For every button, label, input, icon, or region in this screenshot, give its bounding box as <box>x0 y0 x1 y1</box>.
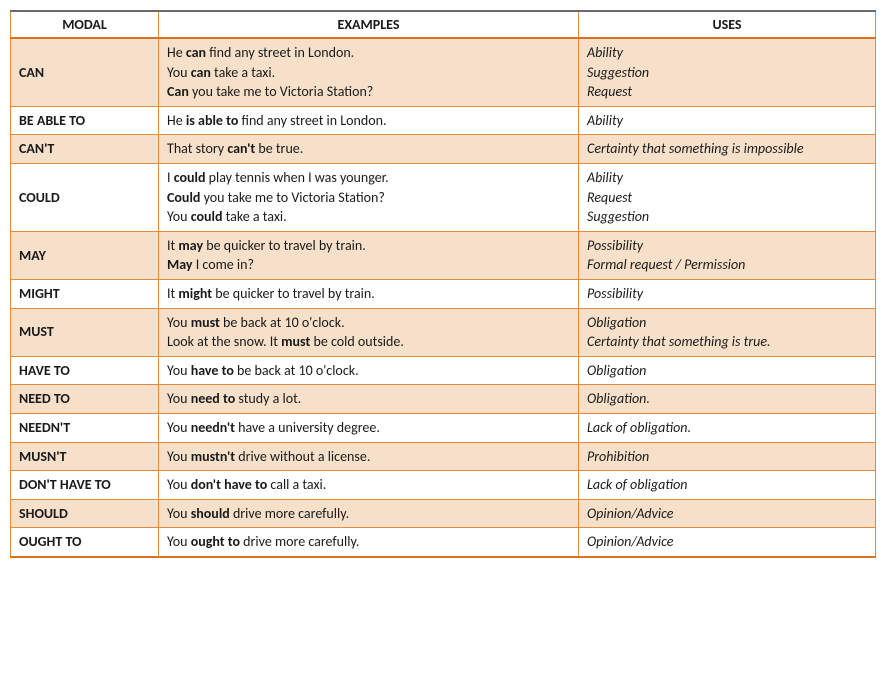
uses-cell: Lack of obligation. <box>579 413 876 442</box>
uses-cell: Obligation <box>579 356 876 385</box>
examples-cell: I could play tennis when I was younger.C… <box>159 163 579 231</box>
uses-cell: Lack of obligation <box>579 471 876 500</box>
examples-cell: You ought to drive more carefully. <box>159 528 579 557</box>
modal-cell: MIGHT <box>11 279 159 308</box>
table-row: NEEDN'TYou needn't have a university deg… <box>11 413 876 442</box>
examples-cell: You should drive more carefully. <box>159 499 579 528</box>
uses-cell: ObligationCertainty that something is tr… <box>579 308 876 356</box>
table-row: BE ABLE TOHe is able to find any street … <box>11 106 876 135</box>
modal-cell: HAVE TO <box>11 356 159 385</box>
table-row: HAVE TOYou have to be back at 10 o'clock… <box>11 356 876 385</box>
table-row: MIGHTIt might be quicker to travel by tr… <box>11 279 876 308</box>
col-header-examples: EXAMPLES <box>159 11 579 38</box>
modal-cell: OUGHT TO <box>11 528 159 557</box>
table-row: MUSN'TYou mustn't drive without a licens… <box>11 442 876 471</box>
table-row: NEED TOYou need to study a lot.Obligatio… <box>11 385 876 414</box>
modal-cell: COULD <box>11 163 159 231</box>
table-row: CANHe can find any street in London.You … <box>11 38 876 106</box>
modal-cell: BE ABLE TO <box>11 106 159 135</box>
uses-cell: PossibilityFormal request / Permission <box>579 231 876 279</box>
modal-cell: MAY <box>11 231 159 279</box>
uses-cell: Obligation. <box>579 385 876 414</box>
table-row: OUGHT TOYou ought to drive more carefull… <box>11 528 876 557</box>
examples-cell: You needn't have a university degree. <box>159 413 579 442</box>
modal-cell: MUST <box>11 308 159 356</box>
table-row: MUSTYou must be back at 10 o'clock.Look … <box>11 308 876 356</box>
table-row: COULDI could play tennis when I was youn… <box>11 163 876 231</box>
uses-cell: Opinion/Advice <box>579 499 876 528</box>
examples-cell: You must be back at 10 o'clock.Look at t… <box>159 308 579 356</box>
uses-cell: Ability <box>579 106 876 135</box>
uses-cell: AbilitySuggestionRequest <box>579 38 876 106</box>
uses-cell: Possibility <box>579 279 876 308</box>
examples-cell: He can find any street in London.You can… <box>159 38 579 106</box>
examples-cell: He is able to find any street in London. <box>159 106 579 135</box>
col-header-modal: MODAL <box>11 11 159 38</box>
examples-cell: You have to be back at 10 o'clock. <box>159 356 579 385</box>
modal-cell: NEEDN'T <box>11 413 159 442</box>
table-row: CAN'TThat story can't be true.Certainty … <box>11 135 876 164</box>
examples-cell: You need to study a lot. <box>159 385 579 414</box>
modal-cell: CAN <box>11 38 159 106</box>
uses-cell: AbilityRequestSuggestion <box>579 163 876 231</box>
modal-cell: NEED TO <box>11 385 159 414</box>
modals-table: MODAL EXAMPLES USES CANHe can find any s… <box>10 10 876 558</box>
col-header-uses: USES <box>579 11 876 38</box>
table-row: DON'T HAVE TOYou don't have to call a ta… <box>11 471 876 500</box>
examples-cell: That story can't be true. <box>159 135 579 164</box>
examples-cell: It might be quicker to travel by train. <box>159 279 579 308</box>
modal-cell: DON'T HAVE TO <box>11 471 159 500</box>
modal-cell: SHOULD <box>11 499 159 528</box>
table-row: MAYIt may be quicker to travel by train.… <box>11 231 876 279</box>
uses-cell: Prohibition <box>579 442 876 471</box>
examples-cell: You don't have to call a taxi. <box>159 471 579 500</box>
table-header-row: MODAL EXAMPLES USES <box>11 11 876 38</box>
examples-cell: It may be quicker to travel by train.May… <box>159 231 579 279</box>
uses-cell: Opinion/Advice <box>579 528 876 557</box>
table-row: SHOULDYou should drive more carefully.Op… <box>11 499 876 528</box>
modal-cell: CAN'T <box>11 135 159 164</box>
examples-cell: You mustn't drive without a license. <box>159 442 579 471</box>
modal-cell: MUSN'T <box>11 442 159 471</box>
uses-cell: Certainty that something is impossible <box>579 135 876 164</box>
